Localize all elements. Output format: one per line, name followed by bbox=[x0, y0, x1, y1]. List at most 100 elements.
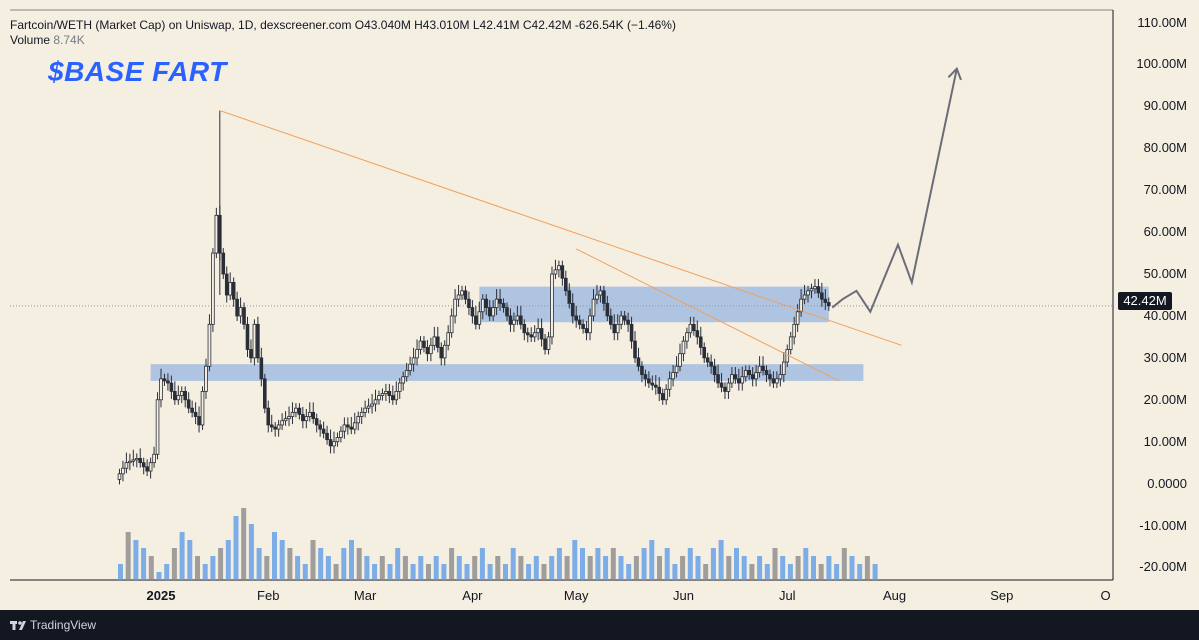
candle-body bbox=[570, 302, 575, 317]
volume-bar bbox=[187, 540, 193, 580]
volume-bar bbox=[764, 564, 770, 580]
candle-body bbox=[622, 315, 627, 321]
candle-body bbox=[252, 323, 257, 359]
candle-body bbox=[719, 382, 724, 388]
candle-body bbox=[761, 365, 765, 371]
candle-body bbox=[605, 302, 610, 317]
candle-body bbox=[522, 323, 527, 334]
volume-bar bbox=[310, 540, 316, 580]
candle-body bbox=[262, 378, 267, 409]
volume-bar bbox=[418, 556, 424, 580]
y-tick-label: 60.00M bbox=[1143, 224, 1187, 240]
candle-body bbox=[117, 473, 122, 480]
volume-bar bbox=[318, 548, 324, 580]
candle-body bbox=[349, 426, 354, 430]
candle-body bbox=[335, 437, 340, 443]
candle-body bbox=[730, 374, 734, 384]
volume-header: Volume 8.74K bbox=[10, 33, 85, 47]
volume-bar bbox=[210, 556, 216, 580]
candle-body bbox=[484, 298, 489, 308]
y-tick-label: 70.00M bbox=[1143, 182, 1187, 198]
candle-body bbox=[678, 353, 682, 367]
candle-body bbox=[602, 290, 606, 304]
candle-body bbox=[505, 307, 509, 317]
candle-body bbox=[155, 399, 160, 455]
volume-bar bbox=[487, 564, 493, 580]
volume-bar bbox=[803, 548, 809, 580]
candle-body bbox=[795, 311, 800, 325]
candle-body bbox=[321, 428, 326, 434]
candle-body bbox=[356, 416, 361, 424]
candle-body bbox=[512, 319, 516, 325]
candle-body bbox=[470, 307, 475, 317]
volume-bar bbox=[156, 572, 162, 580]
volume-bar bbox=[649, 540, 655, 580]
candle-body bbox=[415, 349, 419, 359]
volume-bar bbox=[787, 564, 793, 580]
candle-body bbox=[702, 346, 707, 359]
candle-body bbox=[276, 424, 281, 430]
projection-arrowhead bbox=[947, 66, 962, 81]
volume-bar bbox=[279, 540, 285, 580]
candle-body bbox=[633, 340, 637, 359]
candle-body bbox=[788, 336, 793, 350]
candle-body bbox=[456, 294, 461, 300]
candle-body bbox=[207, 323, 212, 367]
volume-bar bbox=[433, 556, 439, 580]
candle-body bbox=[826, 302, 831, 307]
volume-bar bbox=[664, 548, 670, 580]
candle-body bbox=[650, 382, 655, 386]
candle-body bbox=[498, 298, 502, 304]
volume-bar bbox=[449, 548, 455, 580]
candle-body bbox=[598, 290, 603, 296]
y-tick-label: 0.0000 bbox=[1147, 475, 1187, 491]
support-zone-0 bbox=[479, 286, 829, 323]
candle-body bbox=[813, 286, 817, 290]
candle-body bbox=[519, 315, 523, 325]
volume-bar bbox=[472, 556, 478, 580]
candle-body bbox=[269, 424, 274, 428]
volume-bar bbox=[533, 556, 539, 580]
volume-bar bbox=[479, 548, 485, 580]
candle-body bbox=[560, 265, 565, 279]
candle-body bbox=[737, 378, 741, 384]
volume-bar bbox=[826, 556, 832, 580]
candle-body bbox=[577, 319, 582, 325]
candle-body bbox=[792, 323, 796, 338]
candle-body bbox=[640, 365, 644, 376]
candle-body bbox=[685, 332, 689, 342]
candle-body bbox=[698, 336, 703, 348]
volume-bar bbox=[818, 564, 824, 580]
candle-body bbox=[536, 328, 540, 334]
candle-body bbox=[204, 365, 208, 392]
candle-body bbox=[550, 273, 554, 338]
y-tick-label: 30.00M bbox=[1143, 349, 1187, 365]
candle-body bbox=[342, 424, 347, 432]
volume-bar bbox=[757, 556, 763, 580]
volume-bar bbox=[695, 556, 701, 580]
candle-body bbox=[581, 323, 585, 329]
candle-body bbox=[152, 453, 156, 464]
volume-bar bbox=[202, 564, 208, 580]
candle-body bbox=[653, 384, 658, 388]
candle-body bbox=[809, 288, 814, 292]
volume-bar bbox=[356, 548, 362, 580]
candle-body bbox=[664, 388, 668, 401]
candle-body bbox=[384, 390, 388, 394]
y-tick-label: 40.00M bbox=[1143, 307, 1187, 323]
candle-body bbox=[733, 374, 738, 380]
candle-body bbox=[588, 315, 592, 334]
candle-body bbox=[304, 416, 309, 422]
candle-body bbox=[401, 376, 405, 384]
volume-bar bbox=[233, 516, 239, 580]
candle-body bbox=[231, 282, 236, 300]
candle-body bbox=[183, 390, 188, 401]
candle-body bbox=[221, 252, 226, 275]
annotation-title: $BASE FART bbox=[48, 56, 227, 87]
candle-body bbox=[176, 395, 181, 401]
x-tick-label: Mar bbox=[353, 588, 377, 603]
y-tick-label: 100.00M bbox=[1136, 56, 1187, 72]
candle-body bbox=[145, 466, 149, 472]
volume-bar bbox=[225, 540, 231, 580]
volume-bar bbox=[372, 564, 378, 580]
